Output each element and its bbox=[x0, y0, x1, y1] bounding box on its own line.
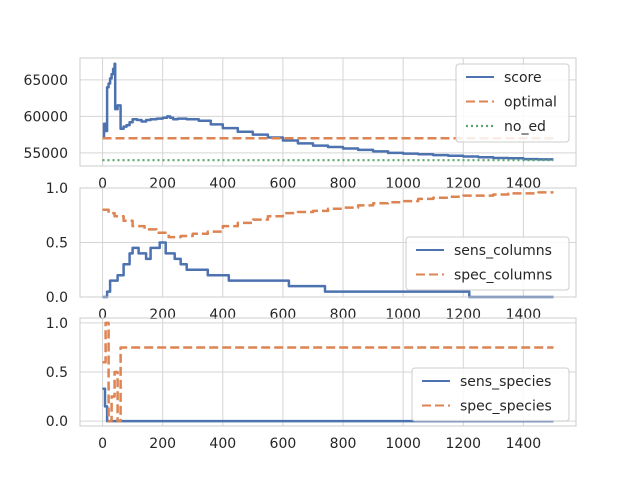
legend: sens_columns spec_columns bbox=[405, 236, 570, 291]
y-tick-label: 0.0 bbox=[46, 414, 68, 430]
legend-label: spec_columns bbox=[454, 268, 552, 284]
legend: score optimal no_ed bbox=[455, 63, 570, 143]
legend-label: sens_species bbox=[460, 374, 551, 390]
x-tick-label: 1200 bbox=[445, 307, 481, 323]
species-panel: 0.0 0.5 1.0 0 200 400 600 800 1000 1200 1400 sens_s… bbox=[46, 316, 577, 452]
x-tick-label: 200 bbox=[149, 436, 176, 452]
x-tick-label: 800 bbox=[330, 307, 357, 323]
legend-label: sens_columns bbox=[454, 243, 552, 259]
legend-label: spec_species bbox=[460, 399, 552, 415]
y-tick-label: 0.5 bbox=[46, 236, 68, 252]
series-line-spec_species bbox=[102, 321, 554, 423]
x-tick-label: 200 bbox=[149, 307, 176, 323]
x-tick-label: 0 bbox=[98, 436, 107, 452]
x-tick-label: 400 bbox=[209, 307, 236, 323]
legend-label: no_ed bbox=[504, 119, 546, 135]
legend-box bbox=[405, 236, 570, 291]
x-tick-label: 0 bbox=[98, 176, 107, 192]
y-tick-label: 65000 bbox=[23, 73, 68, 89]
axes-frame bbox=[79, 317, 577, 427]
x-tick-label: 600 bbox=[270, 307, 297, 323]
axes-frame bbox=[79, 57, 577, 167]
legend-label: optimal bbox=[504, 95, 557, 111]
series-line-sens_species bbox=[102, 387, 554, 423]
x-tick-label: 1400 bbox=[506, 436, 542, 452]
y-tick-label: 0.5 bbox=[46, 365, 68, 381]
legend-box bbox=[411, 367, 570, 422]
legend: sens_species spec_species bbox=[411, 367, 570, 422]
x-tick-label: 0 bbox=[98, 307, 107, 323]
series-line-spec_columns bbox=[102, 191, 554, 239]
y-tick-label: 60000 bbox=[23, 109, 68, 125]
x-tick-label: 1000 bbox=[385, 307, 421, 323]
y-tick-label: 1.0 bbox=[46, 316, 68, 332]
x-tick-label: 400 bbox=[209, 436, 236, 452]
y-tick-label: 55000 bbox=[23, 146, 68, 162]
x-tick-label: 800 bbox=[330, 436, 357, 452]
columns-panel: 0.0 0.5 1.0 0 200 400 600 800 1000 1200 1400 sens_c… bbox=[46, 181, 577, 323]
series-line-score bbox=[102, 62, 554, 161]
y-tick-label: 0.0 bbox=[46, 290, 68, 306]
legend-label: score bbox=[504, 70, 542, 86]
axes-frame bbox=[79, 187, 577, 298]
legend-box bbox=[455, 63, 570, 143]
y-tick-label: 1.0 bbox=[46, 181, 68, 197]
x-tick-label: 1200 bbox=[445, 436, 481, 452]
x-tick-label: 1000 bbox=[385, 436, 421, 452]
x-tick-label: 1400 bbox=[506, 307, 542, 323]
x-tick-label: 600 bbox=[270, 436, 297, 452]
series-line-sens_columns bbox=[102, 241, 554, 299]
